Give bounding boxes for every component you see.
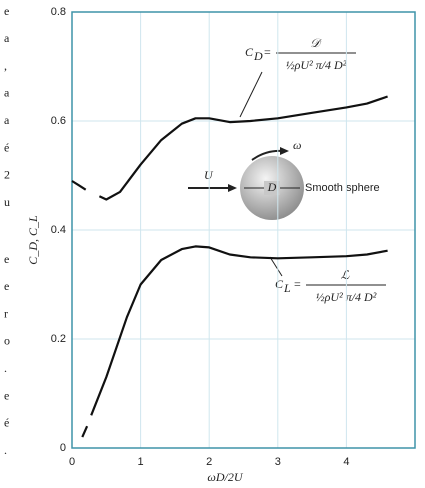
x-axis-label: ωD/2U [207, 470, 243, 484]
margin-text: é [4, 140, 9, 154]
rotation-label: ω [293, 138, 301, 152]
margin-text: , [4, 58, 7, 72]
diameter-label: D [267, 180, 277, 194]
rotation-arrow [251, 149, 283, 161]
sphere-diagram: D Smooth sphere U ω [188, 138, 380, 220]
y-axis-label: C_D, C_L [26, 215, 40, 265]
margin-text: e [4, 252, 9, 266]
line-series [81, 245, 388, 438]
margin-text: u [4, 195, 10, 209]
lift-formula: C L = ℒ ½ρU² π/4 D² [269, 256, 386, 304]
margin-text: r [4, 306, 8, 320]
y-tick-label: 0.4 [51, 224, 66, 236]
x-tick-label: 0 [69, 456, 75, 468]
plot-frame [71, 11, 416, 449]
formula-equals: = [294, 277, 301, 291]
formula-equals: = [264, 45, 271, 59]
margin-text: e [4, 4, 9, 18]
formula-numerator: ℒ [341, 268, 350, 282]
margin-text: a [4, 113, 10, 127]
x-tick-label: 1 [138, 456, 144, 468]
margin-text: a [4, 86, 10, 100]
margin-text: a [4, 31, 10, 45]
margin-text: e [4, 279, 9, 293]
y-tick-label: 0.2 [51, 333, 66, 345]
x-tick-label: 3 [275, 456, 281, 468]
y-tick-label: 0 [60, 442, 66, 454]
sphere-label: Smooth sphere [305, 182, 380, 194]
margin-text: 2 [4, 168, 10, 182]
formula-subscript: D [253, 49, 263, 63]
y-tick-label: 0.6 [51, 115, 66, 127]
drag-formula: C D = 𝒟 ½ρU² π/4 D² [239, 36, 356, 118]
leader-line [239, 71, 263, 118]
margin-text: . [4, 443, 7, 457]
margin-text: é [4, 416, 9, 430]
x-tick-label: 2 [206, 456, 212, 468]
margin-text: o [4, 334, 10, 348]
arrowhead [280, 147, 289, 155]
label-bg [264, 181, 280, 195]
formula-numerator: 𝒟 [310, 36, 322, 50]
margin-text: e [4, 388, 9, 402]
leader-line [269, 256, 283, 277]
line-series [71, 95, 388, 201]
formula-symbol: C [245, 45, 254, 59]
formula-subscript: L [283, 281, 291, 295]
arrowhead [228, 184, 237, 192]
y-tick-label: 0.8 [51, 6, 66, 18]
formula-symbol: C [275, 277, 284, 291]
formula-denominator: ½ρU² π/4 D² [286, 58, 347, 72]
x-tick-label: 4 [343, 456, 349, 468]
margin-text: . [4, 361, 7, 375]
